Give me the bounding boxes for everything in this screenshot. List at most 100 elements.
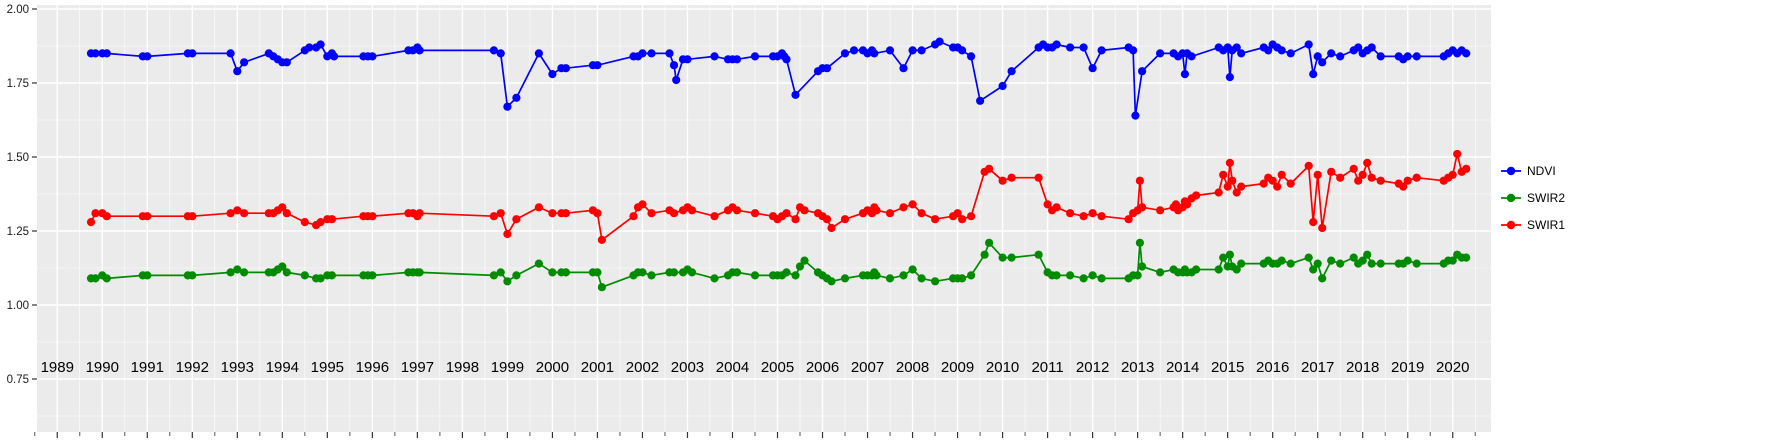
data-point-NDVI[interactable] <box>1412 52 1421 61</box>
data-point-SWIR1[interactable] <box>1043 200 1052 209</box>
data-point-SWIR1[interactable] <box>791 215 800 224</box>
data-point-SWIR2[interactable] <box>1309 265 1318 274</box>
data-point-SWIR1[interactable] <box>1138 203 1147 212</box>
data-point-SWIR1[interactable] <box>1228 176 1237 185</box>
data-point-SWIR2[interactable] <box>647 271 656 280</box>
data-point-SWIR1[interactable] <box>827 223 836 233</box>
data-point-SWIR2[interactable] <box>917 274 926 283</box>
data-point-SWIR2[interactable] <box>1237 259 1246 268</box>
data-point-SWIR1[interactable] <box>548 209 557 218</box>
data-point-SWIR1[interactable] <box>316 218 325 227</box>
data-point-SWIR2[interactable] <box>1349 253 1358 262</box>
data-point-NDVI[interactable] <box>305 43 314 52</box>
data-point-SWIR2[interactable] <box>496 268 505 277</box>
data-point-SWIR1[interactable] <box>750 209 760 218</box>
data-point-SWIR2[interactable] <box>1277 256 1286 265</box>
data-point-SWIR2[interactable] <box>282 268 291 277</box>
data-point-SWIR2[interactable] <box>1412 259 1421 268</box>
data-point-SWIR2[interactable] <box>1138 262 1147 271</box>
data-point-SWIR1[interactable] <box>561 209 571 218</box>
data-point-SWIR1[interactable] <box>1225 158 1234 167</box>
data-point-SWIR2[interactable] <box>1403 256 1412 265</box>
data-point-SWIR2[interactable] <box>1313 259 1322 268</box>
data-point-NDVI[interactable] <box>967 52 976 61</box>
data-point-SWIR1[interactable] <box>1448 170 1457 179</box>
data-point-SWIR2[interactable] <box>687 268 697 277</box>
data-point-SWIR1[interactable] <box>300 218 309 227</box>
data-point-SWIR1[interactable] <box>593 209 602 218</box>
data-point-SWIR2[interactable] <box>512 271 521 280</box>
data-point-SWIR1[interactable] <box>1079 212 1088 221</box>
data-point-SWIR1[interactable] <box>732 206 742 215</box>
data-point-SWIR1[interactable] <box>1318 223 1327 233</box>
data-point-NDVI[interactable] <box>1232 43 1241 52</box>
data-point-NDVI[interactable] <box>143 52 152 61</box>
data-point-SWIR1[interactable] <box>1327 167 1336 176</box>
data-point-SWIR1[interactable] <box>1237 182 1246 191</box>
data-point-SWIR1[interactable] <box>998 176 1007 185</box>
data-point-NDVI[interactable] <box>593 61 602 70</box>
data-point-SWIR2[interactable] <box>908 265 917 274</box>
data-point-SWIR1[interactable] <box>1034 173 1043 182</box>
data-point-SWIR2[interactable] <box>791 271 800 280</box>
data-point-NDVI[interactable] <box>1079 43 1088 52</box>
data-point-NDVI[interactable] <box>782 55 791 64</box>
data-point-SWIR2[interactable] <box>300 271 309 280</box>
data-point-SWIR2[interactable] <box>1133 271 1142 280</box>
data-point-SWIR2[interactable] <box>1376 259 1385 268</box>
data-point-SWIR1[interactable] <box>240 209 249 218</box>
data-point-NDVI[interactable] <box>1462 49 1471 58</box>
data-point-SWIR2[interactable] <box>240 268 249 277</box>
data-point-NDVI[interactable] <box>958 46 967 55</box>
data-point-SWIR1[interactable] <box>1358 170 1367 179</box>
data-point-SWIR1[interactable] <box>415 209 424 218</box>
data-point-NDVI[interactable] <box>489 46 498 55</box>
data-point-SWIR2[interactable] <box>958 274 967 283</box>
data-point-SWIR1[interactable] <box>86 218 96 227</box>
data-point-SWIR1[interactable] <box>885 209 895 218</box>
data-point-SWIR2[interactable] <box>1363 250 1372 259</box>
data-point-NDVI[interactable] <box>1138 67 1147 76</box>
data-point-SWIR2[interactable] <box>782 268 791 277</box>
data-point-NDVI[interactable] <box>998 81 1007 91</box>
data-point-NDVI[interactable] <box>885 46 895 55</box>
data-point-SWIR2[interactable] <box>1088 271 1097 280</box>
data-point-SWIR2[interactable] <box>226 268 235 277</box>
data-point-SWIR1[interactable] <box>1088 209 1097 218</box>
data-point-NDVI[interactable] <box>1007 67 1016 76</box>
data-point-SWIR2[interactable] <box>840 274 850 283</box>
data-point-SWIR2[interactable] <box>638 268 647 277</box>
data-point-SWIR1[interactable] <box>1219 170 1228 179</box>
data-point-SWIR1[interactable] <box>710 212 719 221</box>
data-point-SWIR1[interactable] <box>1259 179 1268 188</box>
data-point-SWIR2[interactable] <box>1192 265 1201 274</box>
data-point-SWIR2[interactable] <box>1448 256 1457 265</box>
data-point-NDVI[interactable] <box>415 46 424 55</box>
data-point-NDVI[interactable] <box>1367 43 1376 52</box>
data-point-NDVI[interactable] <box>503 102 512 111</box>
data-point-SWIR2[interactable] <box>998 253 1007 262</box>
data-point-SWIR1[interactable] <box>899 203 908 212</box>
legend-item-ndvi[interactable]: NDVI <box>1499 163 1565 179</box>
data-point-SWIR2[interactable] <box>415 268 424 277</box>
data-point-SWIR2[interactable] <box>327 271 336 280</box>
data-point-NDVI[interactable] <box>1313 52 1322 61</box>
data-point-SWIR2[interactable] <box>102 274 111 283</box>
data-point-SWIR2[interactable] <box>1214 265 1223 274</box>
data-point-SWIR1[interactable] <box>1313 170 1322 179</box>
data-point-NDVI[interactable] <box>849 46 859 55</box>
data-point-SWIR1[interactable] <box>782 209 791 218</box>
data-point-SWIR1[interactable] <box>953 209 962 218</box>
data-point-SWIR1[interactable] <box>226 209 235 218</box>
data-point-SWIR1[interactable] <box>597 235 607 244</box>
data-point-SWIR2[interactable] <box>1156 268 1165 277</box>
data-point-SWIR2[interactable] <box>1219 253 1228 262</box>
data-point-NDVI[interactable] <box>1286 49 1295 58</box>
data-point-SWIR1[interactable] <box>233 206 242 215</box>
data-point-SWIR1[interactable] <box>534 203 544 212</box>
data-point-SWIR1[interactable] <box>368 212 377 221</box>
data-point-SWIR1[interactable] <box>669 209 679 218</box>
data-point-SWIR1[interactable] <box>958 215 967 224</box>
data-point-SWIR1[interactable] <box>1286 179 1295 188</box>
data-point-NDVI[interactable] <box>1052 40 1061 49</box>
